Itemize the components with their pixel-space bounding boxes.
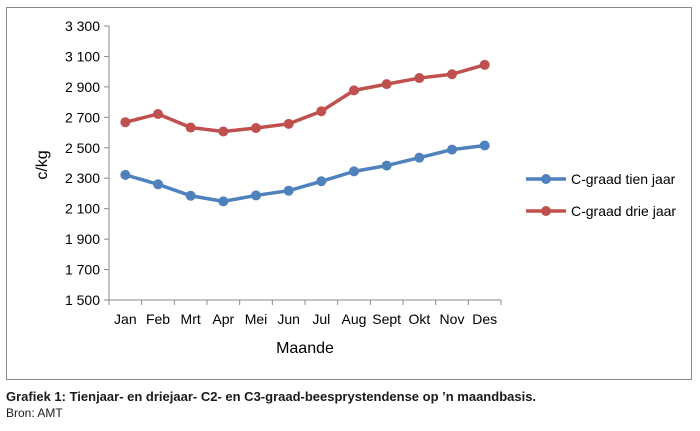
data-point xyxy=(316,106,327,117)
y-tick-label: 3 100 xyxy=(65,48,100,64)
data-point xyxy=(349,85,359,96)
series-line xyxy=(124,63,486,134)
data-point xyxy=(381,79,392,90)
data-point xyxy=(153,179,163,190)
y-tick-label: 1 900 xyxy=(65,231,100,247)
data-point xyxy=(120,169,131,180)
legend-swatch-marker xyxy=(541,174,551,184)
y-tick-label: 2 500 xyxy=(65,140,100,156)
legend-item: C-graad tien jaar xyxy=(526,171,676,187)
series-line xyxy=(124,143,485,204)
legend-label: C-graad tien jaar xyxy=(571,171,676,187)
data-point xyxy=(479,59,490,70)
data-point xyxy=(447,144,457,155)
data-point xyxy=(447,69,457,80)
series-layer xyxy=(120,59,490,207)
x-tick-label: Okt xyxy=(408,311,430,327)
legend-swatch-marker xyxy=(541,206,551,216)
x-tick-label: Sept xyxy=(372,311,401,327)
series-2 xyxy=(120,59,490,137)
x-tick-label: Jun xyxy=(277,311,300,327)
x-tick-label: Jul xyxy=(312,311,330,327)
data-point xyxy=(283,185,294,196)
data-point xyxy=(283,118,294,129)
y-axis-ticks: 1 500 1 700 1 900 2 100 2 300 2 500 2 700 2 900… xyxy=(65,18,109,308)
x-axis-title: Maande xyxy=(276,340,334,357)
y-tick-label: 2 300 xyxy=(65,170,100,186)
y-tick-label: 2 700 xyxy=(65,109,100,125)
figure-caption: Grafiek 1: Tienjaar- en driejaar- C2- en… xyxy=(6,389,537,404)
data-point xyxy=(414,73,425,84)
data-point xyxy=(185,190,196,201)
chart-frame: 1 500 1 700 1 900 2 100 2 300 2 500 2 700 2 900… xyxy=(6,7,692,380)
x-tick-label: Mrt xyxy=(181,311,201,327)
x-axis-ticks: Jan Feb Mrt Apr Mei Jun Jul Aug Sept Okt Nov Des xyxy=(108,300,502,327)
y-axis-title: c/kg xyxy=(34,150,51,179)
x-tick-label: Nov xyxy=(440,311,465,327)
y-tick-label: 1 700 xyxy=(65,262,100,278)
data-point xyxy=(349,166,359,177)
legend-label: C-graad drie jaar xyxy=(571,203,676,219)
data-point xyxy=(381,160,392,171)
data-point xyxy=(218,126,229,137)
data-point xyxy=(218,196,229,207)
x-tick-label: Apr xyxy=(212,311,234,327)
line-chart: 1 500 1 700 1 900 2 100 2 300 2 500 2 700 2 900… xyxy=(34,18,676,357)
y-tick-label: 2 100 xyxy=(65,201,100,217)
y-tick-label: 3 300 xyxy=(65,18,100,34)
data-point xyxy=(414,152,425,163)
y-tick-label: 2 900 xyxy=(65,79,100,95)
x-tick-label: Feb xyxy=(146,311,170,327)
data-point xyxy=(479,140,490,151)
x-tick-label: Jan xyxy=(114,311,137,327)
x-tick-label: Aug xyxy=(342,311,367,327)
y-tick-label: 1 500 xyxy=(65,292,100,308)
series-1 xyxy=(120,140,490,207)
x-tick-label: Mei xyxy=(245,311,268,327)
x-tick-label: Des xyxy=(472,311,497,327)
data-point xyxy=(120,117,131,128)
figure-source: Bron: AMT xyxy=(6,406,63,420)
data-point xyxy=(185,122,196,133)
legend: C-graad tien jaar C-graad drie jaar xyxy=(526,171,676,219)
data-point xyxy=(153,108,163,119)
data-point xyxy=(251,122,261,133)
data-point xyxy=(251,190,261,201)
legend-item: C-graad drie jaar xyxy=(526,203,676,219)
data-point xyxy=(316,176,327,187)
